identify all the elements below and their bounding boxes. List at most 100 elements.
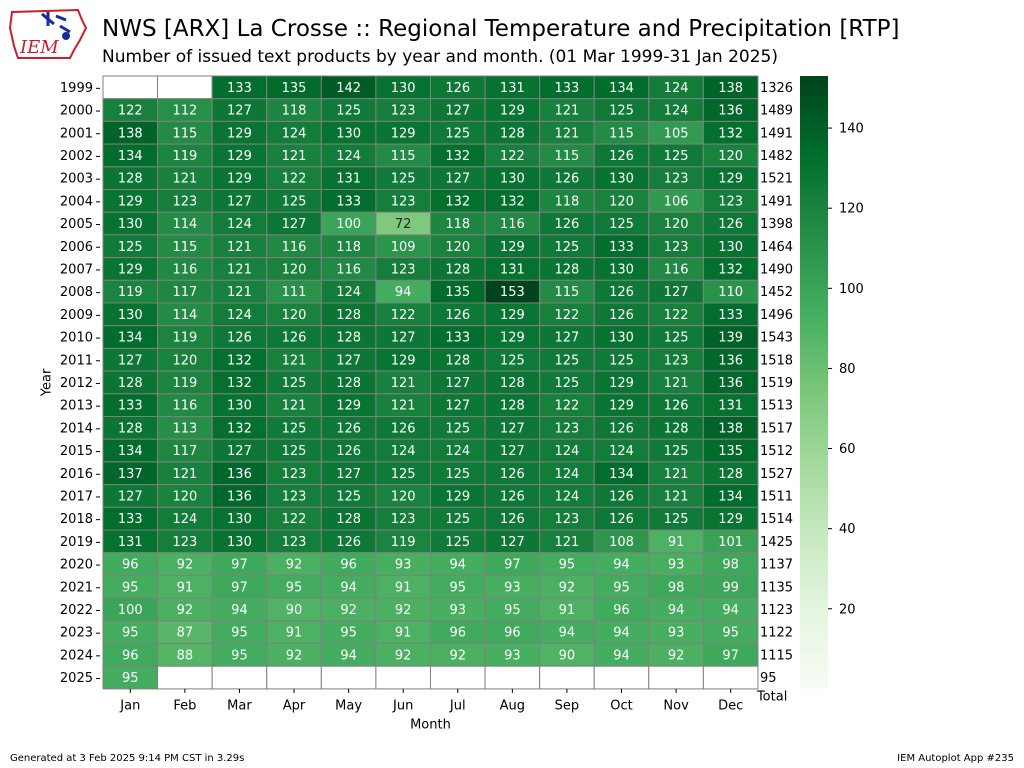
cell-value-label: 132: [227, 376, 252, 391]
cell-value-label: 142: [336, 81, 361, 96]
cell-value-label: 95: [559, 558, 576, 573]
cell-value-label: 130: [118, 217, 143, 232]
cell-value-label: 119: [172, 331, 197, 346]
cell-value-label: 120: [718, 149, 743, 164]
cell-value-label: 125: [445, 421, 470, 436]
cell-value-label: 134: [118, 444, 143, 459]
cell-value-label: 92: [668, 648, 685, 663]
cell-value-label: 125: [391, 172, 416, 187]
month-tick-label: Sep: [555, 698, 580, 713]
cell-value-label: 126: [718, 217, 743, 232]
cell-value-label: 91: [395, 580, 412, 595]
cell-value-label: 128: [336, 512, 361, 527]
row-total-label: 1512: [760, 444, 793, 459]
year-tick-label: 2006: [60, 240, 93, 255]
cell-value-label: 121: [555, 126, 580, 141]
cell-value-label: 118: [445, 217, 470, 232]
row-total-label: 1122: [760, 626, 793, 641]
cell-value-label: 135: [282, 81, 307, 96]
cell-value-label: 129: [718, 512, 743, 527]
cell-value-label: 124: [555, 489, 580, 504]
cell-value-label: 125: [445, 126, 470, 141]
row-total-label: 1482: [760, 149, 793, 164]
year-tick-label: 2011: [60, 353, 93, 368]
cell-value-label: 111: [282, 285, 307, 300]
year-tick-label: 2024: [60, 648, 93, 663]
cell-value-label: 129: [227, 172, 252, 187]
cell-value-label: 127: [118, 353, 143, 368]
cell-value-label: 91: [559, 603, 576, 618]
cell-value-label: 121: [282, 149, 307, 164]
colorbar: [800, 76, 828, 689]
cell-value-label: 123: [391, 262, 416, 277]
cell-value-label: 105: [664, 126, 689, 141]
cell-value-label: 116: [500, 217, 525, 232]
cell-value-label: 130: [609, 331, 634, 346]
cell-value-label: 124: [555, 444, 580, 459]
colorbar-tick-label: 80: [839, 362, 856, 377]
cell-value-label: 134: [609, 467, 634, 482]
cell-value-label: 120: [445, 240, 470, 255]
cell-value-label: 115: [555, 285, 580, 300]
cell-value-label: 128: [336, 376, 361, 391]
cell-value-label: 119: [172, 376, 197, 391]
cell-value-label: 123: [391, 512, 416, 527]
cell-value-label: 101: [718, 535, 743, 550]
cell-value-label: 121: [172, 172, 197, 187]
cell-value-label: 124: [336, 285, 361, 300]
row-total-label: 1511: [760, 489, 793, 504]
row-total-label: 1464: [760, 240, 793, 255]
cell-value-label: 124: [445, 444, 470, 459]
cell-value-label: 95: [122, 671, 139, 686]
cell-value-label: 121: [172, 467, 197, 482]
year-tick-label: 2018: [60, 512, 93, 527]
cell-value-label: 95: [722, 626, 739, 641]
cell-value-label: 138: [718, 421, 743, 436]
cell-value-label: 129: [227, 126, 252, 141]
year-tick-label: 2020: [60, 558, 93, 573]
heatmap-empty-cell: [539, 665, 595, 690]
cell-value-label: 126: [336, 421, 361, 436]
cell-value-label: 137: [118, 467, 143, 482]
row-total-label: 1491: [760, 126, 793, 141]
cell-value-label: 122: [664, 308, 689, 323]
heatmap-empty-cell: [211, 665, 268, 690]
year-tick-label: 2005: [60, 217, 93, 232]
row-total-label: 1452: [760, 285, 793, 300]
month-tick-label: Oct: [610, 698, 632, 713]
cell-value-label: 136: [227, 467, 252, 482]
cell-value-label: 129: [445, 489, 470, 504]
year-tick-label: 2004: [60, 194, 93, 209]
cell-value-label: 94: [613, 648, 630, 663]
cell-value-label: 128: [336, 308, 361, 323]
cell-value-label: 123: [555, 512, 580, 527]
cell-value-label: 125: [282, 194, 307, 209]
cell-value-label: 94: [449, 558, 466, 573]
year-tick-label: 2015: [60, 444, 93, 459]
cell-value-label: 125: [282, 444, 307, 459]
cell-value-label: 139: [718, 331, 743, 346]
cell-value-label: 129: [718, 172, 743, 187]
cell-value-label: 125: [664, 512, 689, 527]
cell-value-label: 113: [172, 421, 197, 436]
cell-value-label: 125: [336, 489, 361, 504]
cell-value-label: 129: [500, 240, 525, 255]
cell-value-label: 108: [609, 535, 634, 550]
cell-value-label: 129: [227, 149, 252, 164]
cell-value-label: 116: [664, 262, 689, 277]
cell-value-label: 125: [609, 217, 634, 232]
cell-value-label: 126: [391, 421, 416, 436]
cell-value-label: 128: [118, 172, 143, 187]
cell-value-label: 124: [336, 149, 361, 164]
cell-value-label: 98: [722, 558, 739, 573]
cell-value-label: 116: [336, 262, 361, 277]
cell-value-label: 128: [664, 421, 689, 436]
cell-value-label: 121: [282, 399, 307, 414]
cell-value-label: 114: [172, 217, 197, 232]
cell-value-label: 123: [664, 240, 689, 255]
cell-value-label: 123: [282, 489, 307, 504]
cell-value-label: 123: [391, 194, 416, 209]
iem-logo: IEM: [8, 8, 88, 59]
cell-value-label: 121: [664, 489, 689, 504]
